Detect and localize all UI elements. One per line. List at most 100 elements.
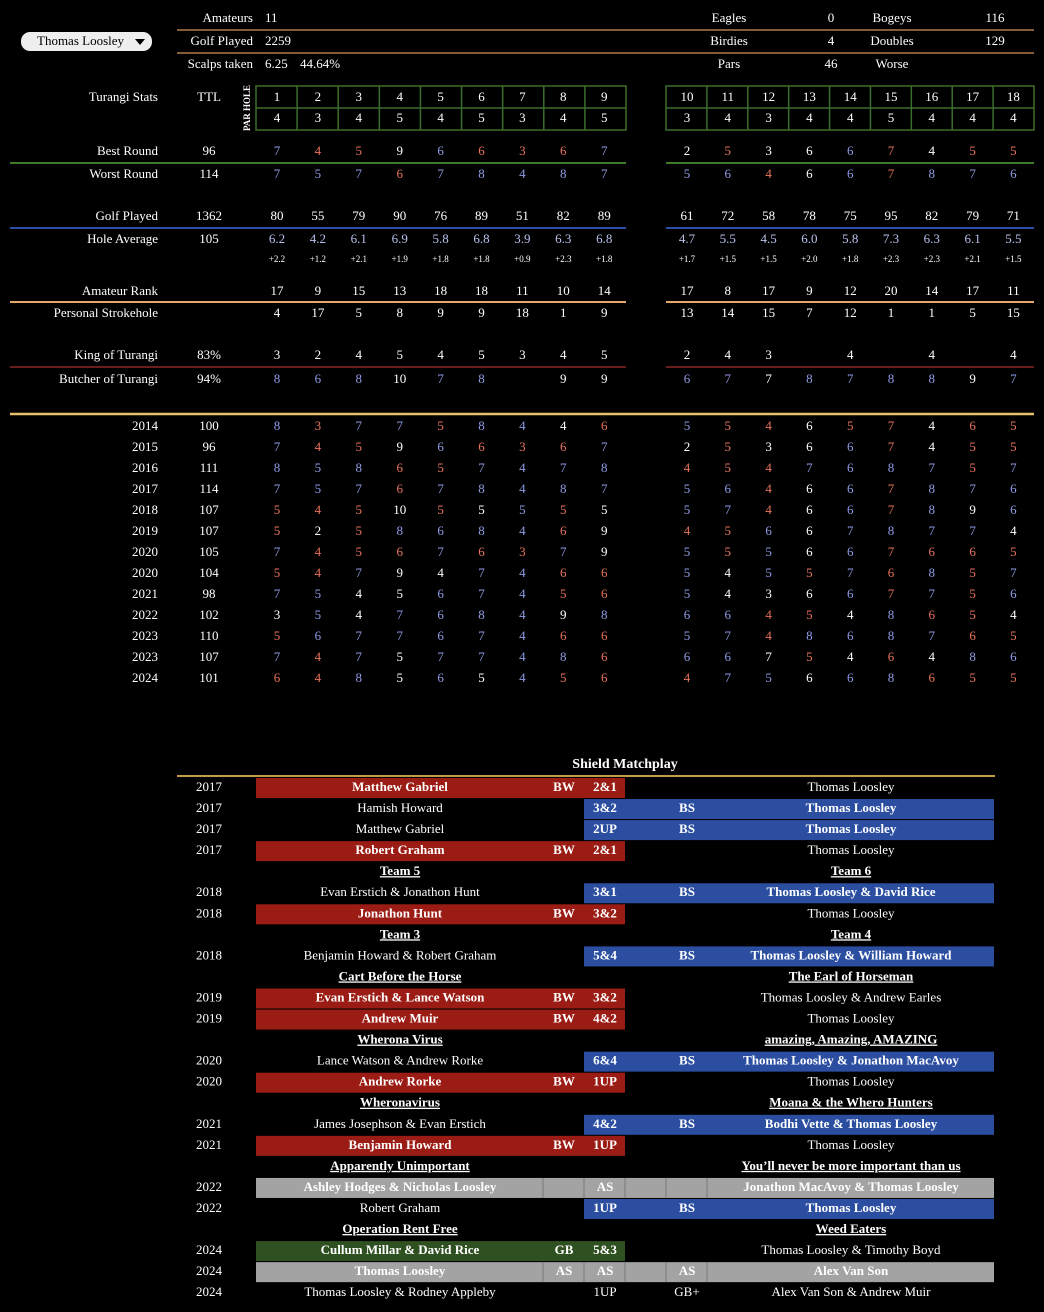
hole-number: 16: [925, 89, 939, 104]
hole-score: 5: [356, 544, 363, 559]
row-label: Amateur Rank: [82, 283, 159, 298]
hole-score: 7: [356, 481, 363, 496]
hole-value: 7: [888, 166, 895, 181]
hole-value: 1: [888, 305, 895, 320]
hole-score: 7: [888, 439, 895, 454]
left-tag: BW: [553, 779, 575, 794]
result-band: [256, 778, 625, 798]
left-player: Benjamin Howard: [349, 1137, 453, 1152]
hole-value: 10: [393, 371, 406, 386]
hole-value: 12: [844, 283, 857, 298]
hole-value: 5: [684, 166, 691, 181]
match-score: 2&1: [593, 779, 617, 794]
hole-score: 6: [847, 544, 854, 559]
hole-number: 1: [274, 89, 281, 104]
hole-score: 7: [356, 649, 363, 664]
result-band: [584, 820, 994, 841]
hole-score: 6: [437, 628, 444, 643]
hole-score: 5: [969, 586, 976, 601]
left-player: Robert Graham: [360, 1200, 441, 1215]
hole-value: 51: [516, 208, 529, 223]
right-player: Thomas Loosley: [807, 842, 895, 857]
hole-score: 4: [315, 544, 322, 559]
hole-score: 4: [929, 418, 936, 433]
hole-value: 4: [847, 347, 854, 362]
hole-note: +1.8: [473, 254, 490, 264]
hole-score: 5: [396, 670, 403, 685]
left-player: James Josephson & Evan Erstich: [314, 1116, 486, 1131]
hole-score: 7: [437, 544, 444, 559]
hole-note: +1.9: [392, 254, 409, 264]
hole-number: 11: [722, 89, 735, 104]
hole-score: 5: [684, 502, 691, 517]
year-total: 105: [199, 544, 219, 559]
hole-score: 6: [847, 439, 854, 454]
year: 2017: [132, 481, 159, 496]
hole-score: 8: [888, 607, 895, 622]
hole-value: 4: [725, 347, 732, 362]
result-band: [256, 1135, 625, 1156]
dropdown-arrow[interactable]: [135, 39, 145, 45]
right-player: Alex Van Son: [814, 1263, 889, 1278]
hole-par: 4: [929, 110, 936, 125]
hole-score: 6: [765, 523, 772, 538]
hole-value: 6: [847, 143, 854, 158]
hole-value: 72: [721, 208, 734, 223]
row-label: Worst Round: [89, 166, 158, 181]
hole-score: 7: [888, 418, 895, 433]
hole-score: 5: [356, 439, 363, 454]
hole-score: 6: [601, 649, 608, 664]
match-score: 3&2: [593, 905, 617, 920]
match-year: 2021: [196, 1116, 222, 1131]
year-total: 98: [203, 586, 216, 601]
left-player: Ashley Hodges & Nicholas Loosley: [304, 1179, 497, 1194]
hole-score: 7: [478, 586, 485, 601]
match-score: 1UP: [593, 1200, 617, 1215]
hole-number: 4: [396, 89, 403, 104]
hole-score: 6: [969, 544, 976, 559]
match-year: 2018: [196, 947, 222, 962]
hole-score: 5: [969, 565, 976, 580]
hole-score: 7: [765, 649, 772, 664]
hole-score: 7: [274, 481, 281, 496]
hole-score: 8: [929, 502, 936, 517]
team-name: You’ll never be more important than us: [741, 1158, 960, 1173]
right-player: Jonathon MacAvoy & Thomas Loosley: [743, 1179, 959, 1194]
hole-score: 6: [274, 670, 281, 685]
left-tag: AS: [556, 1263, 573, 1278]
year: 2024: [132, 670, 159, 685]
hole-par: 3: [315, 110, 322, 125]
hole-number: 15: [885, 89, 898, 104]
hole-score: 7: [969, 481, 976, 496]
hole-score: 7: [1010, 460, 1017, 475]
hole-score: 5: [274, 523, 281, 538]
hole-value: 5.5: [720, 231, 736, 246]
hole-value: 3: [519, 143, 526, 158]
match-score: AS: [597, 1179, 614, 1194]
hole-value: 3: [274, 347, 281, 362]
hole-value: 17: [271, 283, 285, 298]
hole-note: +1.8: [842, 254, 859, 264]
hole-score: 7: [274, 586, 281, 601]
match-year: 2018: [196, 905, 222, 920]
dropdown-box[interactable]: [21, 32, 152, 51]
year-total: 96: [203, 439, 217, 454]
year: 2014: [132, 418, 159, 433]
right-player: Alex Van Son & Andrew Muir: [771, 1284, 931, 1299]
player-name[interactable]: Thomas Loosley: [37, 33, 125, 48]
hole-value: 5.5: [1005, 231, 1021, 246]
hole-value: 17: [762, 283, 776, 298]
row-label: Butcher of Turangi: [59, 371, 158, 386]
hole-score: 8: [356, 460, 363, 475]
hole-score: 6: [1010, 481, 1017, 496]
hole-score: 5: [684, 418, 691, 433]
hole-value: 82: [925, 208, 938, 223]
player-dropdown[interactable]: Thomas Loosley: [21, 32, 152, 51]
hole-value: 5: [315, 166, 322, 181]
hole-score: 3: [519, 439, 526, 454]
hole-value: 4: [437, 347, 444, 362]
hole-score: 5: [1010, 628, 1017, 643]
year: 2019: [132, 523, 158, 538]
hole-score: 4: [765, 502, 772, 517]
match-score: 4&2: [593, 1011, 617, 1026]
